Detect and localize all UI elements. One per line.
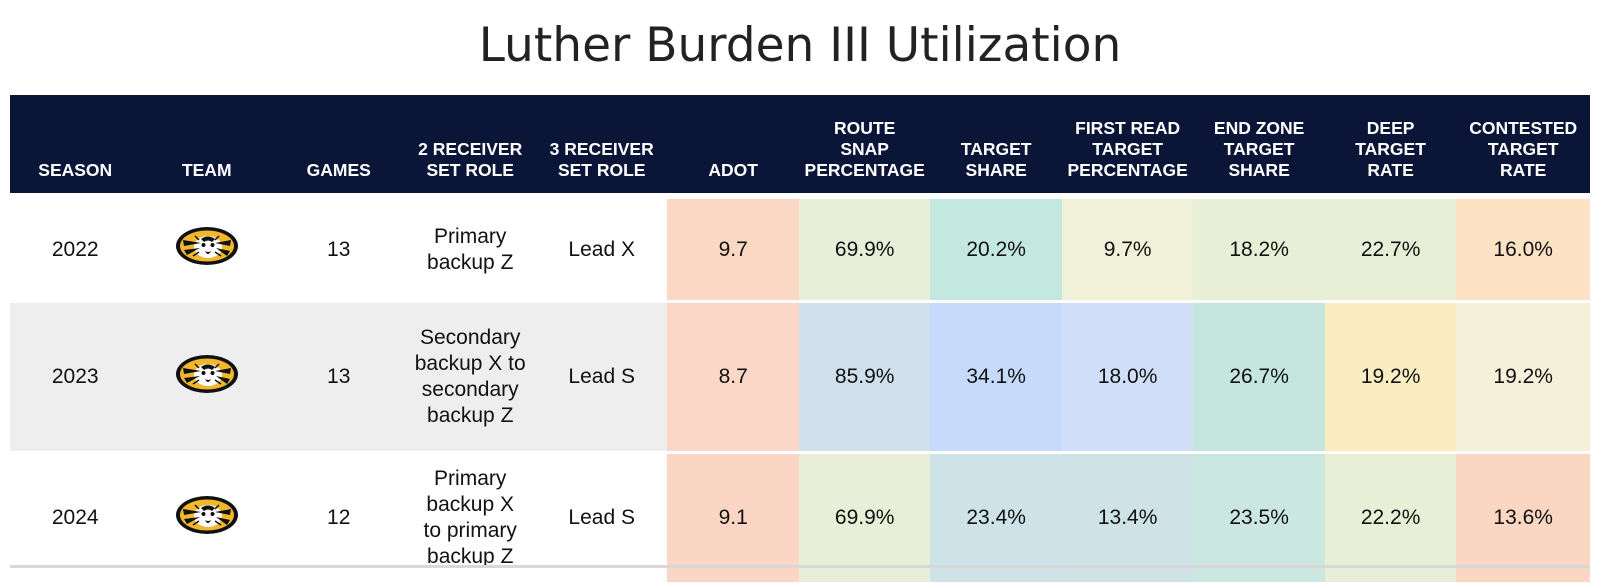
col-header-season: SEASON	[10, 95, 141, 193]
table-row: 2023 13 Secondary backup X to secondary …	[10, 301, 1590, 453]
adot-cell: 8.7	[667, 301, 799, 453]
col-header-2wr-role: 2 RECEIVER SET ROLE	[404, 95, 536, 193]
role3-cell: Lead S	[535, 301, 668, 453]
season-cell: 2022	[51, 237, 99, 261]
utilization-table: SEASON TEAM GAMES 2 RECEIVER SET ROLE 3 …	[10, 95, 1590, 582]
target-share-cell: 34.1%	[930, 301, 1062, 453]
role3-cell: Lead X	[568, 237, 635, 261]
first-read-cell: 18.0%	[1061, 301, 1194, 453]
games-cell: 12	[327, 506, 351, 529]
col-header-route-snap: ROUTE SNAP PERCENTAGE	[798, 95, 931, 193]
col-header-contested-rate: CONTESTED TARGET RATE	[1456, 95, 1590, 193]
deep-rate-cell: 19.2%	[1324, 301, 1457, 453]
table-row: 2024 12 Primary backup X to primary back…	[10, 452, 1590, 583]
route-snap-cell: 69.9%	[798, 199, 931, 302]
col-header-3wr-role: 3 RECEIVER SET ROLE	[535, 95, 668, 193]
col-header-team: TEAM	[140, 95, 273, 193]
contested-rate-cell: 19.2%	[1456, 301, 1590, 453]
first-read-cell: 13.4%	[1061, 452, 1194, 582]
team-cell	[140, 301, 273, 453]
role2-cell: Secondary backup X to secondary backup Z	[404, 301, 536, 453]
end-zone-cell: 26.7%	[1193, 301, 1325, 453]
team-cell	[140, 453, 273, 583]
season-cell: 2024	[51, 506, 99, 529]
missouri-tiger-logo-icon	[175, 495, 239, 535]
header-row: SEASON TEAM GAMES 2 RECEIVER SET ROLE 3 …	[10, 95, 1590, 193]
route-snap-cell: 69.9%	[798, 452, 931, 582]
games-cell: 13	[272, 301, 405, 453]
team-cell	[140, 199, 273, 302]
adot-cell: 9.7	[667, 199, 799, 302]
route-snap-cell: 85.9%	[798, 301, 931, 453]
col-header-games: GAMES	[272, 95, 405, 193]
missouri-tiger-logo-icon	[175, 354, 239, 394]
first-read-cell: 9.7%	[1061, 199, 1194, 302]
missouri-tiger-logo-icon	[175, 226, 239, 266]
role2-cell: Primary backup Z	[427, 224, 514, 274]
contested-rate-cell: 16.0%	[1456, 199, 1590, 302]
deep-rate-cell: 22.2%	[1324, 452, 1457, 582]
col-header-target-share: TARGET SHARE	[930, 95, 1062, 193]
col-header-end-zone: END ZONE TARGET SHARE	[1193, 95, 1325, 193]
page-title: Luther Burden III Utilization	[478, 18, 1122, 73]
contested-rate-cell: 13.6%	[1456, 452, 1590, 582]
games-cell: 13	[327, 237, 351, 261]
season-cell: 2023	[10, 301, 141, 453]
target-share-cell: 20.2%	[930, 199, 1062, 302]
deep-rate-cell: 22.7%	[1324, 199, 1457, 302]
col-header-first-read: FIRST READ TARGET PERCENTAGE	[1061, 95, 1194, 193]
col-header-deep-rate: DEEP TARGET RATE	[1324, 95, 1457, 193]
table-row: 2022 13 Primary backup Z Lead X 9.7 69.9…	[10, 199, 1590, 302]
adot-cell: 9.1	[667, 452, 799, 582]
table-bottom-rule	[10, 565, 1590, 568]
col-header-adot: ADOT	[667, 95, 799, 193]
end-zone-cell: 23.5%	[1193, 452, 1325, 582]
role3-cell: Lead S	[568, 506, 635, 529]
role2-cell: Primary backup X to primary backup Z	[423, 467, 517, 568]
end-zone-cell: 18.2%	[1193, 199, 1325, 302]
target-share-cell: 23.4%	[930, 452, 1062, 582]
